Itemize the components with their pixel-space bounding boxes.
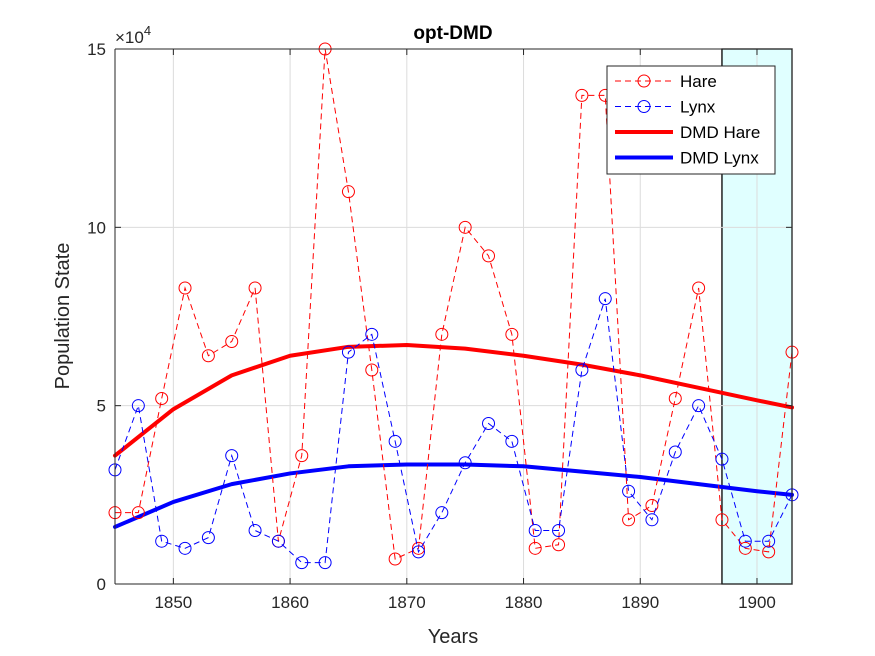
y-exponent-power: 4 bbox=[144, 23, 151, 38]
y-tick-label: 15 bbox=[87, 40, 106, 59]
data-point-lynx bbox=[131, 399, 145, 413]
data-point-lynx bbox=[341, 345, 355, 359]
data-point-hare bbox=[738, 541, 752, 555]
data-point-hare bbox=[388, 552, 402, 566]
data-point-lynx bbox=[598, 292, 612, 306]
data-point-lynx bbox=[365, 327, 379, 341]
legend-label-lynx: Lynx bbox=[680, 98, 716, 117]
legend-marker-lynx bbox=[637, 100, 651, 113]
y-axis-title: Population State bbox=[52, 243, 74, 390]
y-tick-label: 10 bbox=[87, 218, 106, 237]
y-axis-exponent: ×104 bbox=[115, 23, 151, 47]
data-point-lynx bbox=[178, 541, 192, 555]
data-point-hare bbox=[458, 220, 472, 234]
data-point-lynx bbox=[692, 399, 706, 413]
data-point-lynx bbox=[622, 484, 636, 498]
x-tick-label: 1880 bbox=[505, 593, 543, 612]
data-point-lynx bbox=[505, 434, 519, 448]
data-point-lynx bbox=[552, 524, 566, 537]
data-point-hare bbox=[692, 281, 706, 295]
y-tick-label: 0 bbox=[97, 575, 106, 594]
data-point-lynx bbox=[458, 456, 472, 470]
data-point-lynx bbox=[248, 524, 262, 537]
data-point-lynx bbox=[435, 506, 449, 520]
data-point-hare bbox=[482, 249, 496, 263]
x-tick-label: 1850 bbox=[154, 593, 192, 612]
data-point-lynx bbox=[411, 545, 425, 559]
data-point-hare bbox=[622, 513, 636, 527]
data-point-hare bbox=[668, 392, 682, 406]
data-point-lynx bbox=[668, 445, 682, 459]
axes-layer bbox=[114, 48, 793, 585]
legend-marker-hare bbox=[637, 74, 651, 88]
data-point-hare bbox=[715, 513, 729, 527]
data-point-lynx bbox=[201, 531, 215, 545]
series-line-dmd-lynx bbox=[113, 462, 794, 529]
data-point-lynx bbox=[738, 534, 752, 548]
data-point-hare bbox=[201, 349, 215, 363]
x-axis-title: Years bbox=[428, 626, 478, 648]
legend-label-hare: Hare bbox=[680, 72, 717, 91]
data-point-hare bbox=[505, 327, 519, 341]
series-line-hare bbox=[115, 48, 793, 560]
x-tick-label: 1860 bbox=[271, 593, 309, 612]
series-line-lynx bbox=[114, 298, 793, 564]
y-tick-label: 5 bbox=[97, 397, 106, 416]
data-point-lynx bbox=[318, 556, 332, 570]
x-tick-label: 1890 bbox=[621, 593, 659, 612]
series-layer bbox=[108, 42, 799, 570]
data-point-hare bbox=[575, 88, 589, 102]
data-point-hare bbox=[341, 185, 355, 199]
data-point-lynx bbox=[762, 534, 776, 548]
y-exponent-base: ×10 bbox=[115, 28, 144, 47]
data-point-hare bbox=[155, 392, 169, 406]
data-point-hare bbox=[248, 281, 262, 295]
data-point-lynx bbox=[575, 363, 589, 377]
legend: Hare Lynx DMD Hare DMD Lynx bbox=[606, 65, 776, 175]
chart-title: opt-DMD bbox=[413, 23, 492, 44]
data-point-lynx bbox=[295, 556, 309, 570]
data-point-lynx bbox=[155, 534, 169, 548]
data-point-hare bbox=[645, 499, 659, 513]
x-tick-label: 1900 bbox=[738, 593, 776, 612]
legend-label-dmd-lynx: DMD Lynx bbox=[680, 149, 759, 168]
data-point-lynx bbox=[388, 434, 402, 448]
data-point-lynx bbox=[225, 449, 239, 463]
data-point-hare bbox=[411, 541, 425, 555]
data-point-hare bbox=[295, 449, 309, 463]
data-point-hare bbox=[131, 506, 145, 520]
data-point-hare bbox=[528, 541, 542, 555]
legend-label-dmd-hare: DMD Hare bbox=[680, 123, 760, 142]
tick-labels-layer: 1850 1860 1870 1880 1890 1900 0 5 10 15 bbox=[87, 40, 776, 612]
data-point-hare bbox=[762, 545, 776, 559]
data-point-lynx bbox=[271, 534, 285, 548]
data-point-lynx bbox=[645, 513, 659, 527]
data-point-lynx bbox=[528, 524, 542, 537]
data-point-hare bbox=[178, 281, 192, 295]
series-line-dmd-hare bbox=[113, 343, 794, 458]
x-tick-label: 1870 bbox=[388, 593, 426, 612]
data-point-hare bbox=[435, 327, 449, 341]
data-point-hare bbox=[225, 334, 239, 348]
data-point-hare bbox=[552, 538, 566, 552]
data-point-lynx bbox=[482, 417, 496, 430]
data-point-hare bbox=[365, 363, 379, 377]
data-point-lynx bbox=[715, 452, 729, 466]
